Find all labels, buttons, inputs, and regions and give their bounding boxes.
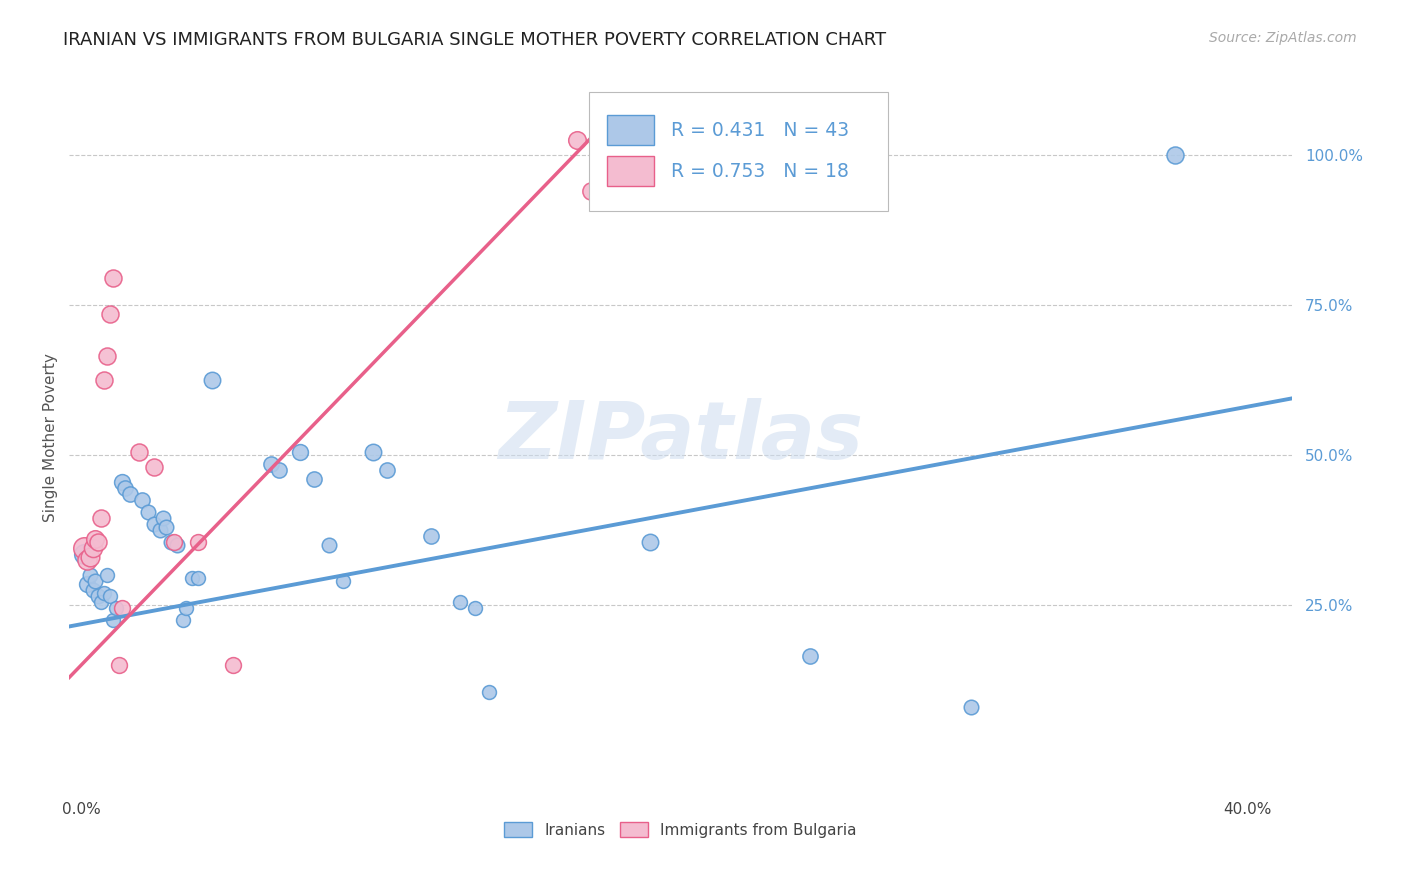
Point bbox=[82, 583, 104, 598]
Point bbox=[93, 374, 115, 388]
FancyBboxPatch shape bbox=[589, 92, 889, 211]
Point bbox=[565, 133, 588, 147]
Text: ZIPatlas: ZIPatlas bbox=[498, 399, 863, 476]
Point bbox=[111, 601, 134, 615]
Point bbox=[128, 445, 150, 459]
Point bbox=[87, 590, 110, 604]
Point bbox=[361, 445, 384, 459]
Point bbox=[187, 571, 209, 585]
Point bbox=[160, 535, 183, 549]
Point bbox=[269, 463, 291, 477]
Point bbox=[96, 350, 118, 364]
Point bbox=[73, 541, 96, 556]
Point bbox=[90, 595, 112, 609]
Point bbox=[201, 374, 224, 388]
Point bbox=[73, 548, 96, 562]
Point bbox=[84, 574, 107, 589]
Point bbox=[79, 550, 101, 565]
Point bbox=[420, 529, 443, 543]
Point bbox=[155, 520, 177, 534]
Point bbox=[478, 685, 501, 699]
Legend: Iranians, Immigrants from Bulgaria: Iranians, Immigrants from Bulgaria bbox=[498, 815, 863, 844]
Point bbox=[84, 533, 107, 547]
Point bbox=[96, 568, 118, 582]
Point bbox=[221, 658, 243, 673]
Text: R = 0.753   N = 18: R = 0.753 N = 18 bbox=[671, 161, 849, 180]
Point bbox=[464, 601, 486, 615]
Point bbox=[98, 308, 121, 322]
FancyBboxPatch shape bbox=[607, 115, 654, 145]
Point bbox=[98, 590, 121, 604]
Point bbox=[114, 482, 136, 496]
Point bbox=[104, 601, 127, 615]
Point bbox=[136, 505, 159, 519]
Point bbox=[375, 463, 398, 477]
Point bbox=[163, 535, 186, 549]
Point bbox=[76, 577, 98, 591]
Text: Source: ZipAtlas.com: Source: ZipAtlas.com bbox=[1209, 31, 1357, 45]
Point bbox=[152, 511, 174, 525]
Point bbox=[318, 538, 340, 552]
Point bbox=[449, 595, 471, 609]
Y-axis label: Single Mother Poverty: Single Mother Poverty bbox=[44, 353, 58, 522]
Point bbox=[76, 553, 98, 567]
Point bbox=[111, 475, 134, 490]
Point bbox=[332, 574, 354, 589]
Point bbox=[101, 614, 124, 628]
Point bbox=[101, 271, 124, 285]
Point bbox=[82, 541, 104, 556]
Point bbox=[799, 649, 821, 664]
Point bbox=[166, 538, 188, 552]
Point bbox=[304, 472, 326, 486]
Point bbox=[959, 700, 981, 714]
Point bbox=[93, 586, 115, 600]
Point bbox=[288, 445, 311, 459]
Point bbox=[108, 658, 131, 673]
Point bbox=[87, 535, 110, 549]
Point bbox=[149, 524, 172, 538]
Point bbox=[1164, 148, 1187, 162]
Point bbox=[187, 535, 209, 549]
Point bbox=[131, 493, 153, 508]
Point bbox=[90, 511, 112, 525]
Point bbox=[142, 517, 165, 532]
Text: IRANIAN VS IMMIGRANTS FROM BULGARIA SINGLE MOTHER POVERTY CORRELATION CHART: IRANIAN VS IMMIGRANTS FROM BULGARIA SING… bbox=[63, 31, 886, 49]
Point bbox=[638, 535, 661, 549]
Point bbox=[259, 458, 281, 472]
Point bbox=[172, 614, 194, 628]
Point bbox=[180, 571, 202, 585]
Point bbox=[79, 568, 101, 582]
FancyBboxPatch shape bbox=[607, 156, 654, 186]
Point bbox=[581, 185, 603, 199]
Point bbox=[174, 601, 197, 615]
Point bbox=[120, 487, 142, 501]
Text: R = 0.431   N = 43: R = 0.431 N = 43 bbox=[671, 120, 849, 139]
Point bbox=[142, 460, 165, 475]
